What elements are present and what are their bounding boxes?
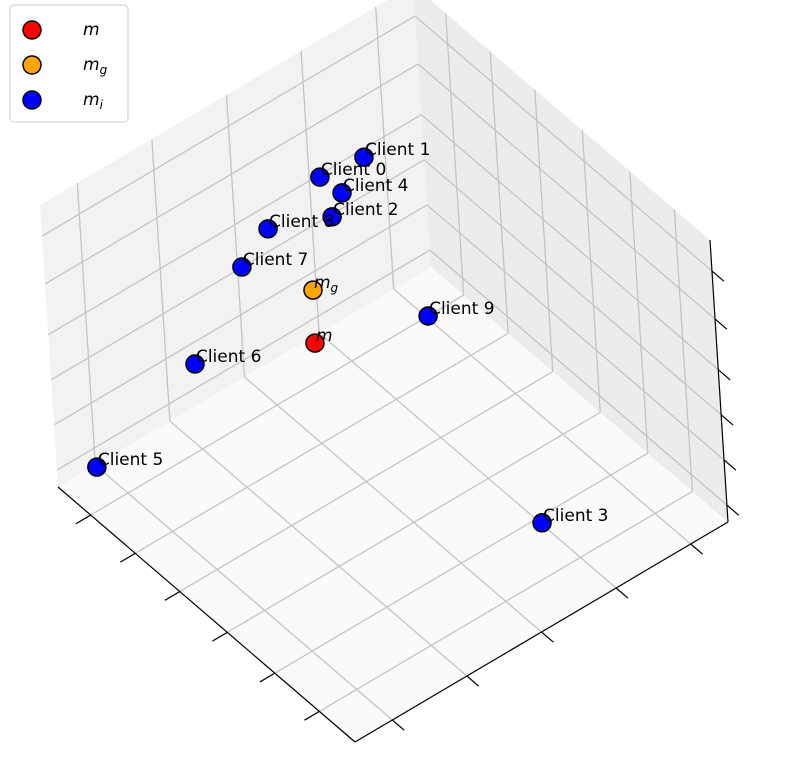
- point: [305, 333, 325, 353]
- grid-line: [534, 89, 554, 372]
- grid-line: [429, 249, 728, 506]
- x-tick: [164, 591, 181, 601]
- grid-line: [489, 51, 509, 334]
- grid-line: [375, 6, 395, 290]
- legend-label: mg: [83, 55, 108, 77]
- point: [418, 306, 438, 326]
- y-tick: [391, 719, 405, 731]
- point: [185, 354, 205, 374]
- point: [354, 147, 374, 167]
- grid-line: [417, 63, 716, 320]
- grid-line: [41, 15, 416, 237]
- point: [258, 219, 278, 239]
- z-tick: [720, 414, 734, 426]
- x-axis: [57, 486, 356, 743]
- grid-line: [244, 376, 542, 633]
- z-tick: [723, 459, 737, 471]
- grid-line: [44, 63, 419, 285]
- point: [87, 457, 107, 477]
- z-tick: [726, 504, 740, 516]
- grid-line: [318, 332, 617, 589]
- point-label: mg: [314, 273, 339, 295]
- point: [332, 183, 352, 203]
- grid-line: [426, 204, 725, 461]
- grid-line: [76, 182, 96, 466]
- point-label: Client 0: [321, 160, 386, 180]
- legend: m mg mi: [9, 4, 129, 123]
- legend-label: mi: [83, 90, 104, 112]
- grid-line: [151, 138, 171, 422]
- point: [310, 167, 330, 187]
- point-label: Client 6: [196, 347, 261, 367]
- legend-marker: [22, 55, 42, 75]
- x-tick: [212, 631, 228, 642]
- x-tick: [75, 514, 91, 525]
- z-tick: [711, 270, 725, 282]
- x-tick: [119, 552, 136, 563]
- right-pane: [413, 0, 728, 522]
- y-tick: [690, 543, 703, 555]
- x-tick: [259, 672, 276, 683]
- grid-line: [420, 114, 719, 371]
- panes: [40, 0, 728, 742]
- point-label: m: [316, 326, 333, 346]
- grid-line: [673, 209, 694, 492]
- grid-line: [581, 130, 601, 413]
- grid-line: [56, 249, 431, 471]
- grid-line: [393, 288, 692, 545]
- point-label: Client 5: [98, 450, 163, 470]
- point: [232, 257, 252, 277]
- grid-line: [169, 420, 468, 677]
- grid-line: [225, 94, 246, 378]
- y-axis: [354, 521, 729, 743]
- point-label: Client 1: [365, 140, 430, 160]
- axes: [57, 239, 740, 743]
- point-label: Client 2: [333, 200, 398, 220]
- point-label: Client 8: [269, 212, 334, 232]
- y-tick: [541, 631, 554, 643]
- y-tick: [466, 675, 480, 687]
- point-label: Client 4: [343, 176, 408, 196]
- y-tick: [615, 587, 629, 599]
- point-label: Client 7: [243, 250, 308, 270]
- grid-line: [94, 464, 393, 721]
- legend-marker: [22, 20, 42, 40]
- legend-label: m: [83, 20, 100, 40]
- grid-line: [414, 15, 713, 272]
- point-label: Client 3: [543, 506, 608, 526]
- z-axis: [709, 239, 729, 523]
- grid-line: [629, 171, 649, 454]
- grid-line: [423, 159, 722, 416]
- z-tick: [717, 369, 731, 381]
- legend-marker: [22, 90, 42, 110]
- point: [322, 207, 342, 227]
- z-tick: [714, 318, 728, 330]
- grid-line: [445, 13, 465, 296]
- grid-line: [53, 204, 428, 426]
- point-label: Client 9: [429, 299, 494, 319]
- point: [532, 513, 552, 533]
- grid: [41, 6, 728, 721]
- point: [303, 280, 323, 300]
- x-tick: [304, 710, 320, 721]
